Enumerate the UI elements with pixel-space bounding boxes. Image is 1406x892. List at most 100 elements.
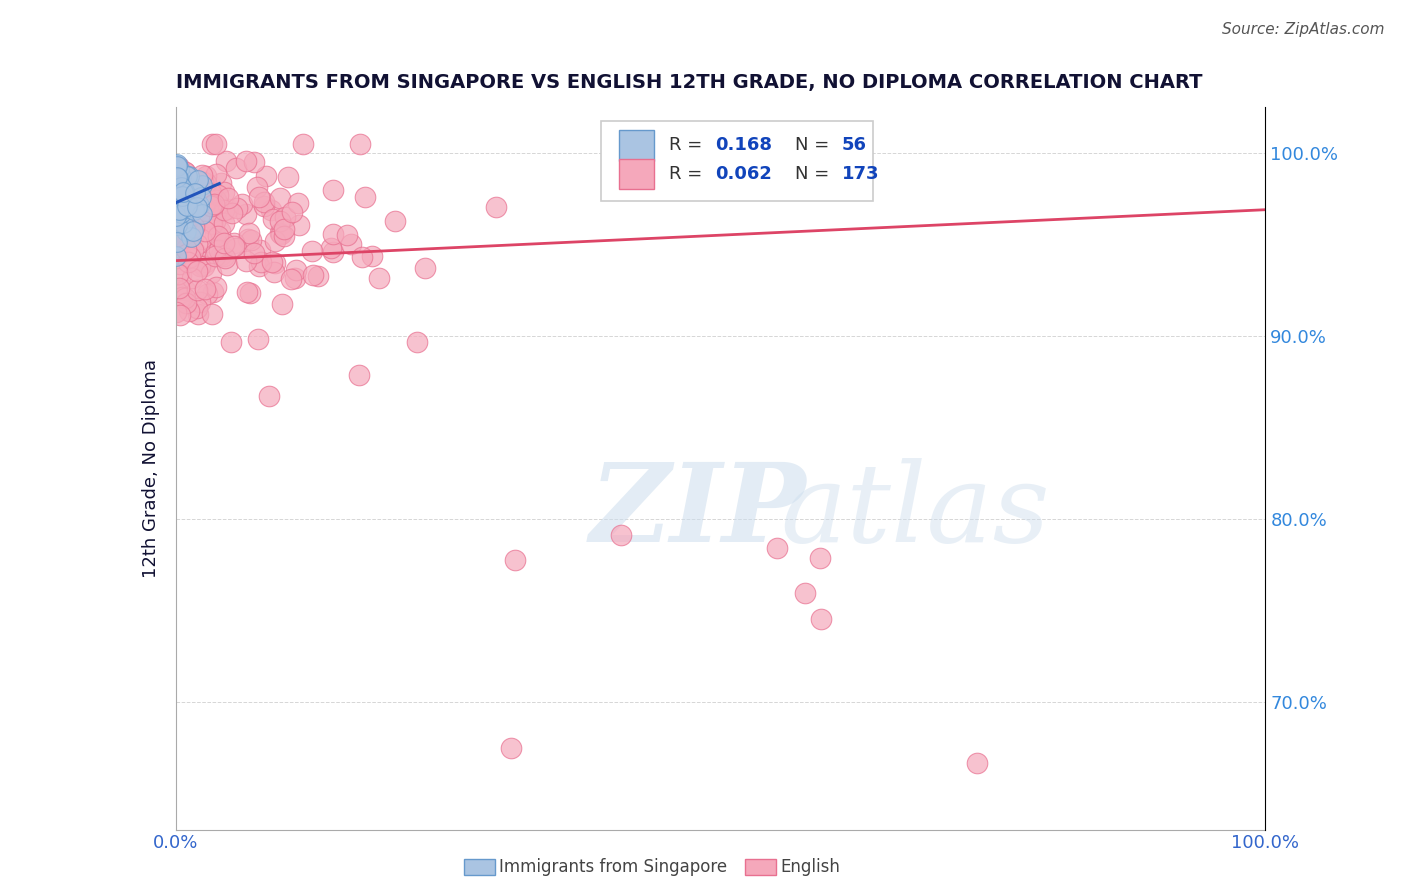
Point xyxy=(347,368,370,383)
Point xyxy=(217,202,239,216)
Point xyxy=(249,243,271,257)
Point xyxy=(166,171,188,186)
Point xyxy=(166,228,188,243)
Point xyxy=(285,263,308,277)
Point xyxy=(193,259,215,273)
Point xyxy=(177,304,200,318)
Point xyxy=(165,305,187,319)
Point xyxy=(202,197,225,211)
Point xyxy=(191,168,214,182)
Point xyxy=(245,180,267,194)
Point xyxy=(186,246,208,260)
Point xyxy=(368,271,391,285)
Point xyxy=(212,202,235,217)
Point xyxy=(215,258,238,272)
Text: 0.168: 0.168 xyxy=(716,136,772,154)
Point xyxy=(180,190,202,204)
Point xyxy=(269,214,291,228)
Point xyxy=(191,178,214,192)
Point xyxy=(173,197,195,211)
Point xyxy=(188,187,211,202)
Point xyxy=(235,207,257,221)
Point xyxy=(221,205,243,219)
Point xyxy=(174,164,197,178)
Text: R =: R = xyxy=(669,136,709,154)
Point xyxy=(169,193,191,207)
Point xyxy=(301,268,323,283)
Point xyxy=(172,290,194,304)
Point xyxy=(221,335,243,350)
Point xyxy=(250,254,273,268)
Point xyxy=(609,527,631,541)
Text: 0.062: 0.062 xyxy=(716,165,772,183)
Point xyxy=(176,200,198,214)
Point xyxy=(277,170,299,185)
Point xyxy=(214,235,236,250)
Point xyxy=(205,167,228,181)
Point xyxy=(214,216,236,230)
Point xyxy=(201,217,224,231)
Point xyxy=(322,227,344,242)
Point xyxy=(335,227,357,242)
Point xyxy=(212,250,235,264)
Point xyxy=(322,183,344,197)
Point xyxy=(236,232,259,246)
Point xyxy=(235,154,257,169)
Point xyxy=(263,256,285,270)
Point xyxy=(485,200,508,214)
Point xyxy=(172,207,194,221)
Point xyxy=(194,224,217,238)
Point xyxy=(167,281,190,295)
Point xyxy=(177,198,200,212)
Point xyxy=(180,251,202,265)
Point xyxy=(181,231,204,245)
Point xyxy=(319,241,342,255)
Point xyxy=(180,230,202,244)
Point xyxy=(195,287,218,301)
Point xyxy=(167,267,190,281)
Point xyxy=(174,291,197,305)
Point xyxy=(166,218,188,232)
Point xyxy=(214,251,236,265)
Point xyxy=(174,227,197,241)
Point xyxy=(176,251,198,265)
Point xyxy=(195,169,218,183)
Point xyxy=(167,189,190,203)
Point xyxy=(170,180,193,194)
Text: 173: 173 xyxy=(842,165,879,183)
Text: atlas: atlas xyxy=(780,458,1050,566)
Point xyxy=(226,201,249,215)
Point xyxy=(172,192,194,206)
Point xyxy=(209,248,232,262)
Point xyxy=(169,202,191,216)
Point xyxy=(202,285,225,300)
Point xyxy=(212,185,235,199)
Point xyxy=(274,211,297,225)
Point xyxy=(194,282,217,296)
Point xyxy=(181,271,204,285)
Point xyxy=(209,176,232,190)
Point xyxy=(188,259,211,273)
Point xyxy=(167,195,190,210)
Point xyxy=(169,224,191,238)
Point xyxy=(165,249,187,263)
Point xyxy=(256,169,278,184)
Point xyxy=(167,171,190,186)
Point xyxy=(271,297,294,311)
Point xyxy=(166,184,188,198)
Point xyxy=(253,194,276,209)
Point xyxy=(269,227,291,241)
Bar xyxy=(745,859,776,875)
Point xyxy=(166,235,188,249)
Point xyxy=(322,245,344,260)
Point xyxy=(173,184,195,198)
Point xyxy=(166,210,188,224)
Point xyxy=(217,191,239,205)
Point xyxy=(242,245,264,260)
Point xyxy=(273,222,295,236)
Point xyxy=(186,283,208,297)
Point xyxy=(186,200,208,214)
Point xyxy=(291,136,314,151)
Point xyxy=(166,159,188,173)
Text: 56: 56 xyxy=(842,136,866,154)
